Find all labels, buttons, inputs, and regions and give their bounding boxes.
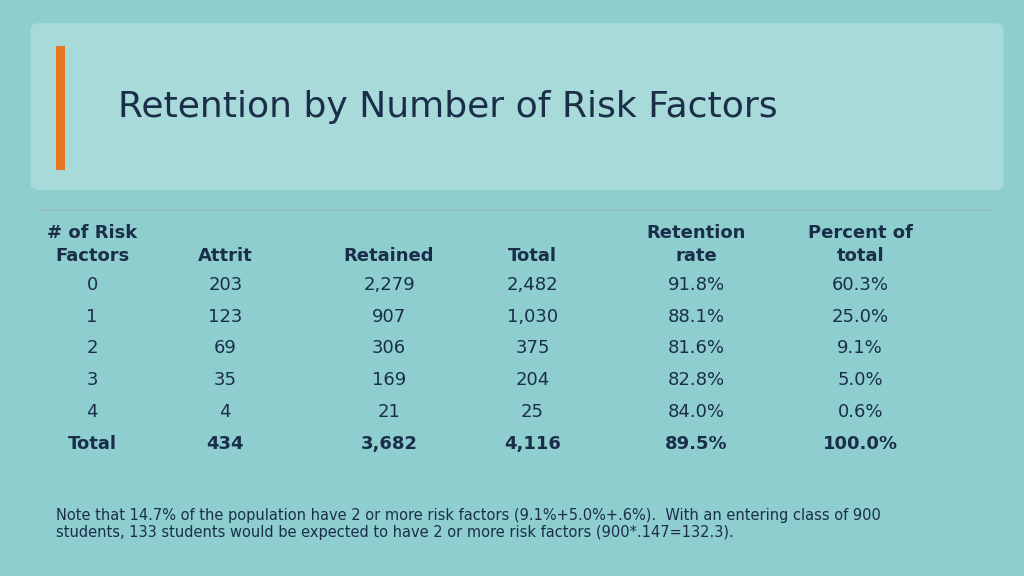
Text: 169: 169 — [372, 371, 407, 389]
Text: 25.0%: 25.0% — [831, 308, 889, 326]
Text: 9.1%: 9.1% — [838, 339, 883, 358]
Text: 82.8%: 82.8% — [668, 371, 725, 389]
Text: 84.0%: 84.0% — [668, 403, 725, 421]
Text: 434: 434 — [207, 434, 244, 453]
Text: 4: 4 — [219, 403, 231, 421]
Text: 35: 35 — [214, 371, 237, 389]
Text: Percent of: Percent of — [808, 224, 912, 242]
Text: 0: 0 — [87, 276, 97, 294]
Text: Attrit: Attrit — [198, 247, 253, 266]
Text: 5.0%: 5.0% — [838, 371, 883, 389]
Text: 306: 306 — [372, 339, 407, 358]
Text: 60.3%: 60.3% — [831, 276, 889, 294]
Text: Retention by Number of Risk Factors: Retention by Number of Risk Factors — [118, 89, 777, 124]
Text: 4,116: 4,116 — [504, 434, 561, 453]
Text: 907: 907 — [372, 308, 407, 326]
Text: rate: rate — [676, 247, 717, 266]
Text: 81.6%: 81.6% — [668, 339, 725, 358]
Text: 204: 204 — [515, 371, 550, 389]
Text: 2,279: 2,279 — [364, 276, 415, 294]
Text: 1,030: 1,030 — [507, 308, 558, 326]
Text: Note that 14.7% of the population have 2 or more risk factors (9.1%+5.0%+.6%).  : Note that 14.7% of the population have 2… — [56, 508, 882, 540]
Text: # of Risk: # of Risk — [47, 224, 137, 242]
Text: 3: 3 — [86, 371, 98, 389]
Text: Retained: Retained — [344, 247, 434, 266]
Text: total: total — [837, 247, 884, 266]
Text: 89.5%: 89.5% — [665, 434, 728, 453]
Text: Total: Total — [508, 247, 557, 266]
Text: 69: 69 — [214, 339, 237, 358]
Text: 0.6%: 0.6% — [838, 403, 883, 421]
FancyBboxPatch shape — [31, 23, 1004, 190]
Text: 2,482: 2,482 — [507, 276, 558, 294]
Text: 123: 123 — [208, 308, 243, 326]
Text: Total: Total — [68, 434, 117, 453]
Text: 21: 21 — [378, 403, 400, 421]
Text: 203: 203 — [208, 276, 243, 294]
Text: Factors: Factors — [55, 247, 129, 266]
Text: 1: 1 — [86, 308, 98, 326]
Text: Retention: Retention — [646, 224, 746, 242]
Text: 100.0%: 100.0% — [822, 434, 898, 453]
Text: 2: 2 — [86, 339, 98, 358]
Text: 375: 375 — [515, 339, 550, 358]
Text: 88.1%: 88.1% — [668, 308, 725, 326]
Text: 4: 4 — [86, 403, 98, 421]
Bar — [56, 46, 65, 170]
Text: 91.8%: 91.8% — [668, 276, 725, 294]
Text: 25: 25 — [521, 403, 544, 421]
Text: 3,682: 3,682 — [360, 434, 418, 453]
